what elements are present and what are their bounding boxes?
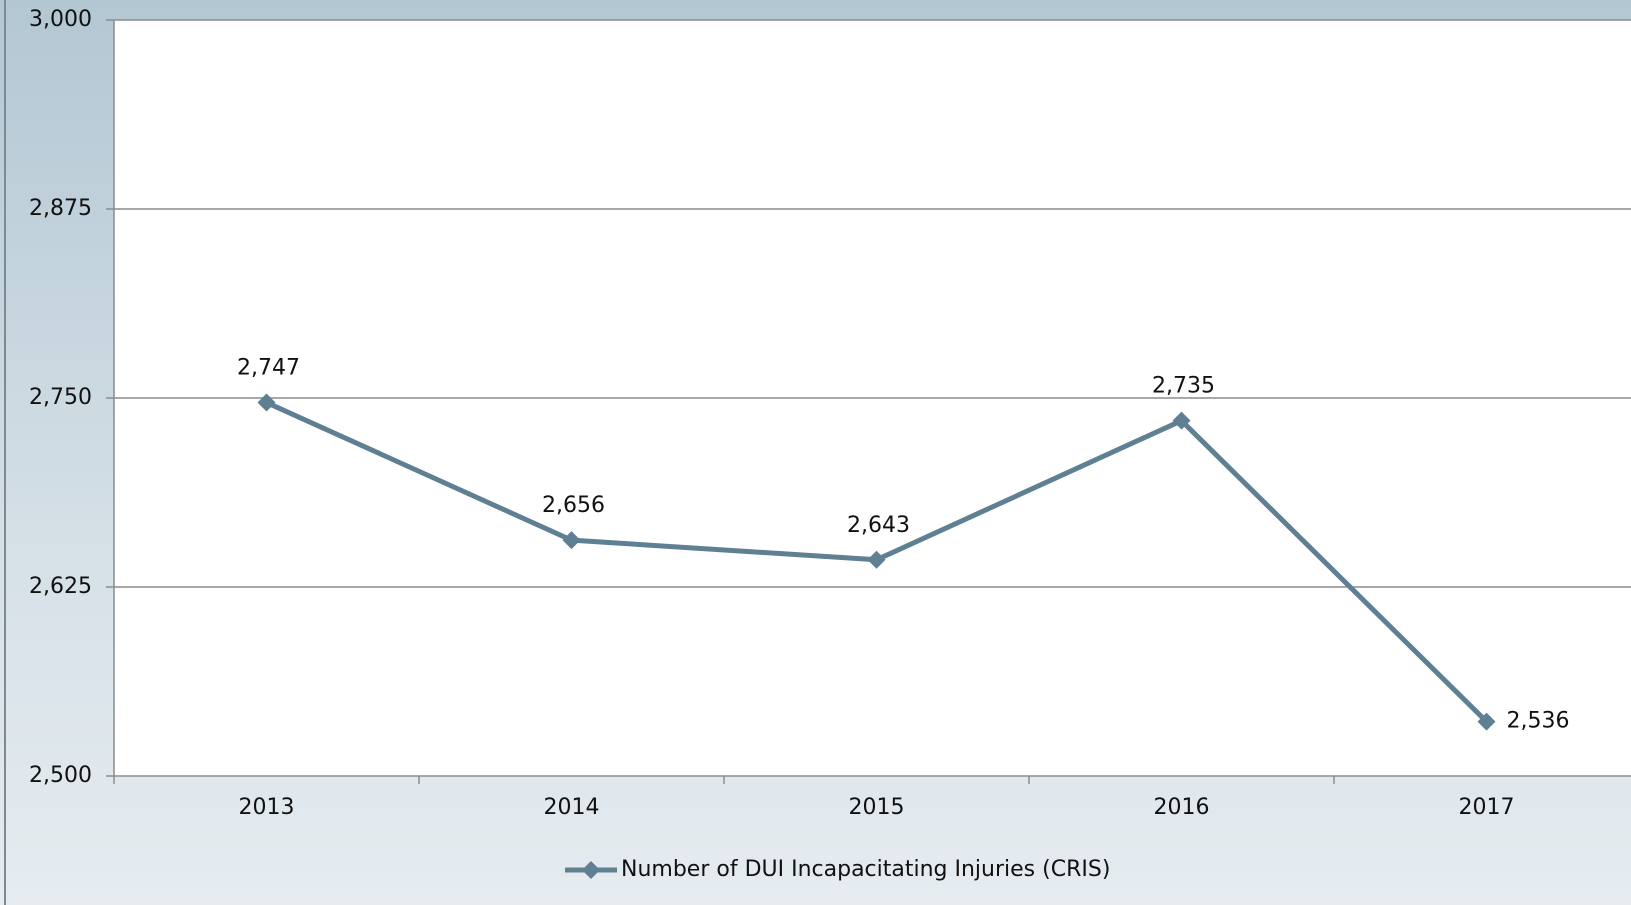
x-tick-label: 2013 (239, 795, 295, 820)
data-point (1477, 712, 1496, 731)
x-tick-label: 2017 (1459, 795, 1515, 820)
y-tick-label: 2,500 (29, 763, 92, 788)
data-point (562, 531, 581, 550)
x-tick-label: 2015 (849, 795, 905, 820)
y-tick-label: 2,625 (29, 574, 92, 599)
data-point (257, 393, 276, 412)
data-point (1172, 411, 1191, 430)
data-label: 2,656 (542, 493, 605, 518)
y-tick-label: 2,875 (29, 196, 92, 221)
data-label: 2,735 (1152, 374, 1215, 399)
x-tick-label: 2014 (544, 795, 600, 820)
x-tick-label: 2016 (1154, 795, 1210, 820)
data-point (867, 550, 886, 569)
data-label: 2,643 (847, 513, 910, 538)
y-tick-label: 3,000 (29, 7, 92, 32)
legend-label: Number of DUI Incapacitating Injuries (C… (621, 857, 1110, 882)
legend-marker (582, 861, 600, 879)
y-tick-label: 2,750 (29, 385, 92, 410)
data-label: 2,536 (1507, 709, 1570, 734)
data-label: 2,747 (237, 356, 300, 381)
